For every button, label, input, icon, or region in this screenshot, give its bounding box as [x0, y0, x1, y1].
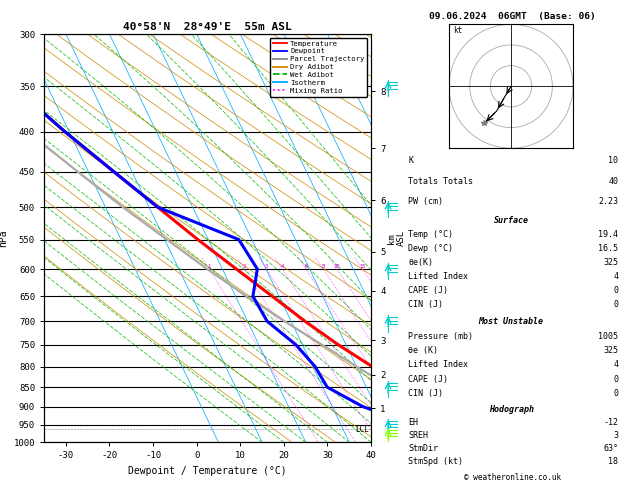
Text: 0: 0	[613, 375, 618, 384]
Text: 1: 1	[208, 264, 211, 269]
Text: 0: 0	[613, 286, 618, 295]
Text: 325: 325	[603, 346, 618, 355]
Text: StmSpd (kt): StmSpd (kt)	[408, 457, 464, 466]
Text: 3: 3	[265, 264, 268, 269]
Text: 10: 10	[608, 156, 618, 165]
Text: CAPE (J): CAPE (J)	[408, 286, 448, 295]
Text: PW (cm): PW (cm)	[408, 197, 443, 206]
Text: 40: 40	[608, 176, 618, 186]
Text: 4: 4	[613, 361, 618, 369]
Text: Dewp (°C): Dewp (°C)	[408, 244, 454, 253]
Text: K: K	[408, 156, 413, 165]
Text: 0: 0	[613, 389, 618, 398]
Text: 15: 15	[359, 264, 366, 269]
Text: 16.5: 16.5	[598, 244, 618, 253]
Y-axis label: hPa: hPa	[0, 229, 8, 247]
Text: Most Unstable: Most Unstable	[479, 317, 543, 326]
Text: 0: 0	[613, 300, 618, 310]
Y-axis label: km
ASL: km ASL	[387, 230, 406, 246]
Text: CAPE (J): CAPE (J)	[408, 375, 448, 384]
Text: 09.06.2024  06GMT  (Base: 06): 09.06.2024 06GMT (Base: 06)	[429, 12, 596, 21]
Text: CIN (J): CIN (J)	[408, 300, 443, 310]
Text: 19.4: 19.4	[598, 230, 618, 240]
Text: Hodograph: Hodograph	[489, 405, 533, 414]
Text: 8: 8	[321, 264, 325, 269]
Text: 2.23: 2.23	[598, 197, 618, 206]
Text: θe(K): θe(K)	[408, 259, 433, 267]
Text: -12: -12	[603, 418, 618, 427]
X-axis label: Dewpoint / Temperature (°C): Dewpoint / Temperature (°C)	[128, 466, 287, 476]
Text: LCL: LCL	[355, 425, 369, 434]
Text: Totals Totals: Totals Totals	[408, 176, 474, 186]
Text: © weatheronline.co.uk: © weatheronline.co.uk	[464, 473, 561, 482]
Text: 6: 6	[304, 264, 308, 269]
Title: 40°58'N  28°49'E  55m ASL: 40°58'N 28°49'E 55m ASL	[123, 22, 292, 32]
Text: 18: 18	[608, 457, 618, 466]
Text: kt: kt	[454, 26, 462, 35]
Text: Lifted Index: Lifted Index	[408, 273, 469, 281]
Text: EH: EH	[408, 418, 418, 427]
Legend: Temperature, Dewpoint, Parcel Trajectory, Dry Adibot, Wet Adibot, Isotherm, Mixi: Temperature, Dewpoint, Parcel Trajectory…	[270, 37, 367, 97]
Text: 2: 2	[243, 264, 246, 269]
Text: CIN (J): CIN (J)	[408, 389, 443, 398]
Text: 4: 4	[281, 264, 284, 269]
Text: Temp (°C): Temp (°C)	[408, 230, 454, 240]
Text: 63°: 63°	[603, 444, 618, 453]
Text: Lifted Index: Lifted Index	[408, 361, 469, 369]
Text: 10: 10	[333, 264, 340, 269]
Text: Pressure (mb): Pressure (mb)	[408, 331, 474, 341]
Text: 3: 3	[613, 431, 618, 440]
Text: 4: 4	[613, 273, 618, 281]
Text: StmDir: StmDir	[408, 444, 438, 453]
Text: 1005: 1005	[598, 331, 618, 341]
Text: 325: 325	[603, 259, 618, 267]
Text: θe (K): θe (K)	[408, 346, 438, 355]
Text: Surface: Surface	[494, 216, 528, 226]
Text: SREH: SREH	[408, 431, 428, 440]
